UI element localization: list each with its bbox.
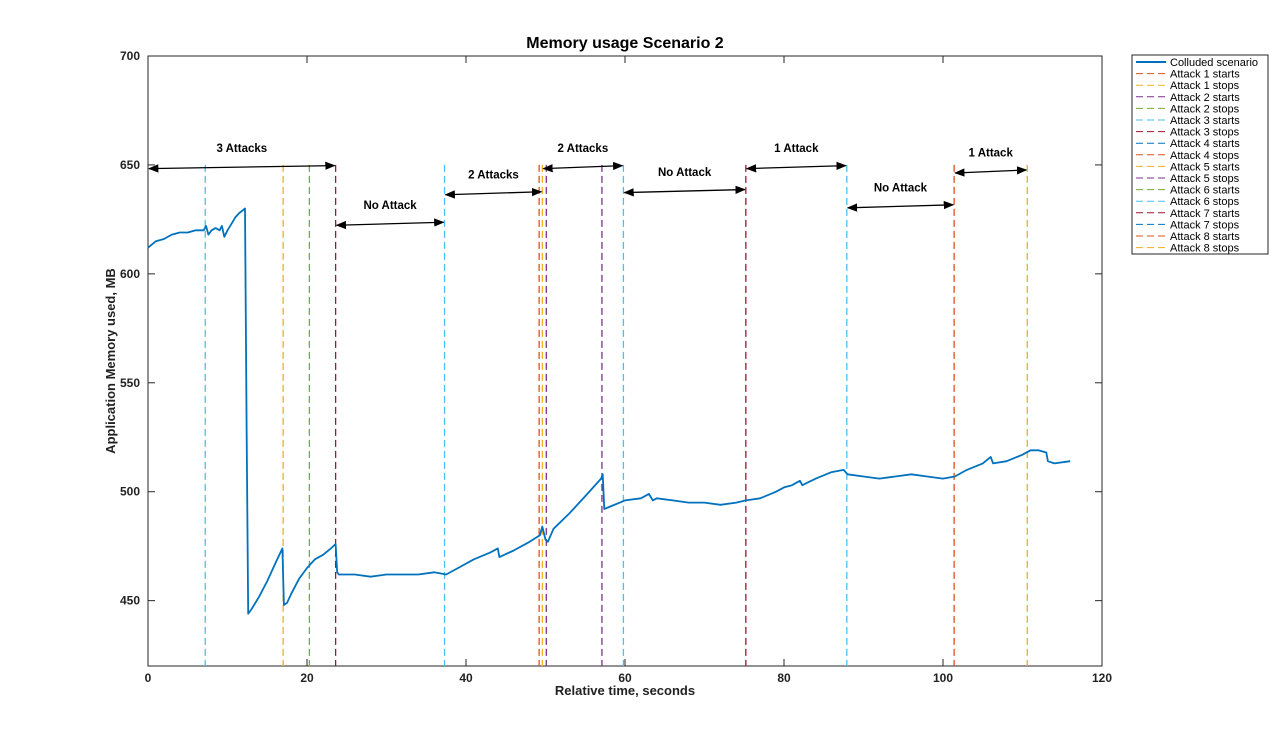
annotations: 3 Attacks No Attack 2 Attacks 2 Attacks No A… xyxy=(147,143,1028,230)
series-line-1 xyxy=(147,207,1071,615)
annotation-label-7: No Attack xyxy=(874,182,928,194)
legend-label-14: Attack 7 starts xyxy=(1170,208,1240,220)
annotation-arrow-3 xyxy=(444,187,543,199)
y-tick-label: 700 xyxy=(120,49,140,63)
x-tick-label: 100 xyxy=(933,671,953,685)
y-axis: 450 500 550 600 650 700 xyxy=(120,49,1102,608)
annotation-label-3: 2 Attacks xyxy=(468,169,519,181)
x-axis-label: Relative time, seconds xyxy=(555,683,695,698)
annotation-arrow-4 xyxy=(542,161,624,173)
legend-label-11: Attack 5 stops xyxy=(1170,173,1240,185)
legend-label-13: Attack 6 stops xyxy=(1170,196,1240,208)
x-tick-label: 60 xyxy=(618,671,632,685)
chart-title: Memory usage Scenario 2 xyxy=(526,35,724,52)
y-tick-label: 500 xyxy=(120,485,140,499)
legend-box xyxy=(1131,54,1269,255)
y-tick-label: 550 xyxy=(120,376,140,390)
legend-label-6: Attack 3 starts xyxy=(1170,115,1240,127)
annotation-label-5: No Attack xyxy=(658,167,712,179)
legend-label-5: Attack 2 stops xyxy=(1170,103,1240,115)
legend-label-17: Attack 8 stops xyxy=(1170,243,1240,255)
annotation-arrow-1 xyxy=(147,161,336,173)
annotation-label-8: 1 Attack xyxy=(969,147,1014,159)
legend-label-1: Colluded scenario xyxy=(1170,57,1258,69)
annotation-label-2: No Attack xyxy=(363,200,417,212)
plot-area xyxy=(147,55,1103,667)
y-tick-label: 450 xyxy=(120,594,140,608)
legend-label-8: Attack 4 starts xyxy=(1170,138,1240,150)
legend-label-9: Attack 4 stops xyxy=(1170,150,1240,162)
annotation-label-6: 1 Attack xyxy=(774,143,819,155)
x-tick-label: 0 xyxy=(145,671,152,685)
x-tick-label: 120 xyxy=(1092,671,1112,685)
annotation-label-1: 3 Attacks xyxy=(216,143,267,155)
x-tick-label: 20 xyxy=(300,671,314,685)
y-tick-label: 600 xyxy=(120,267,140,281)
legend-label-2: Attack 1 starts xyxy=(1170,69,1240,81)
y-axis-label: Application Memory used, MB xyxy=(103,268,118,454)
annotation-arrow-2 xyxy=(335,218,445,230)
annotation-arrow-6 xyxy=(745,161,847,173)
legend-label-3: Attack 1 stops xyxy=(1170,80,1240,92)
legend-label-16: Attack 8 starts xyxy=(1170,231,1240,243)
annotation-arrow-5 xyxy=(623,185,746,197)
y-tick-label: 650 xyxy=(120,158,140,172)
x-axis: 0 20 40 60 80 100 120 xyxy=(145,56,1112,685)
legend-label-7: Attack 3 stops xyxy=(1170,127,1240,139)
x-tick-label: 40 xyxy=(459,671,473,685)
legend-label-15: Attack 7 stops xyxy=(1170,219,1240,231)
annotation-arrow-7 xyxy=(846,200,955,212)
legend-label-4: Attack 2 starts xyxy=(1170,92,1240,104)
legend-label-10: Attack 5 starts xyxy=(1170,161,1240,173)
annotation-label-4: 2 Attacks xyxy=(558,143,609,155)
attack-lines xyxy=(204,164,1028,666)
annotation-arrow-8 xyxy=(954,166,1028,177)
x-tick-label: 80 xyxy=(777,671,791,685)
series-group xyxy=(147,207,1071,615)
legend-label-12: Attack 6 starts xyxy=(1170,185,1240,197)
